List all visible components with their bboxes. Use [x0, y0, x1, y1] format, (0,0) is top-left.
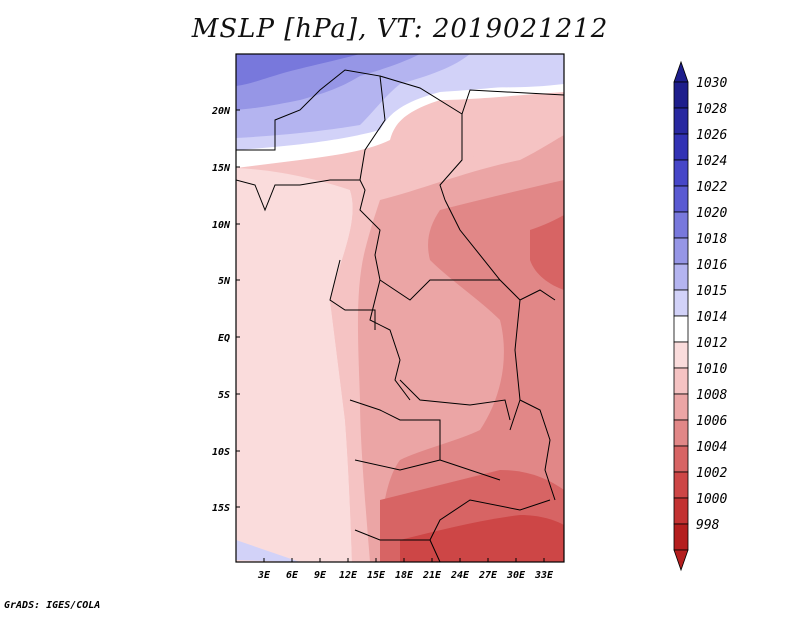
colorbar-swatch	[673, 133, 689, 161]
lon-label: 24E	[450, 570, 470, 581]
lon-label: 30E	[506, 570, 526, 581]
lat-label: 15S	[212, 503, 230, 514]
lon-label: 12E	[339, 570, 358, 581]
colorbar-swatch	[673, 263, 689, 291]
lon-label: 21E	[422, 570, 442, 581]
lat-label: EQ	[218, 333, 230, 344]
lon-label: 18E	[395, 570, 414, 581]
lon-label: 3E	[257, 570, 271, 581]
colorbar-swatch	[673, 107, 689, 135]
lat-axis: 20N 15N 10N 5N EQ 5S 10S 15S	[211, 106, 231, 514]
colorbar-swatch	[673, 315, 689, 343]
lat-label: 5S	[218, 390, 230, 401]
colorbar-top-arrow	[673, 60, 689, 83]
colorbar-swatch	[673, 341, 689, 369]
country-borders	[236, 69, 564, 562]
colorbar-swatch	[673, 471, 689, 499]
grads-credit: GrADS: IGES/COLA	[4, 600, 101, 611]
lon-ticks	[263, 558, 545, 562]
colorbar-label: 1004	[696, 440, 727, 455]
colorbar-swatch	[673, 523, 689, 551]
lon-label: 6E	[286, 570, 299, 581]
colorbar-label: 1006	[696, 414, 727, 429]
colorbar-swatch	[673, 497, 689, 525]
colorbar-label: 1002	[696, 466, 727, 481]
lat-label: 15N	[212, 163, 231, 174]
lon-label: 15E	[367, 570, 386, 581]
lat-label: 20N	[211, 106, 231, 117]
pressure-field	[236, 54, 564, 562]
colorbar-label: 1030	[696, 76, 727, 91]
lat-ticks	[236, 109, 240, 508]
lat-label: 10N	[212, 220, 231, 231]
lon-label: 9E	[314, 570, 327, 581]
colorbar-swatch	[673, 185, 689, 213]
colorbar-swatch	[673, 393, 689, 421]
colorbar-label: 1016	[696, 258, 727, 273]
colorbar-swatch	[673, 445, 689, 473]
colorbar-label: 1015	[696, 284, 727, 299]
lat-label: 5N	[218, 276, 231, 287]
colorbar-label: 1008	[696, 388, 727, 403]
colorbar-swatch	[673, 289, 689, 317]
colorbar-label: 1022	[696, 180, 727, 195]
lon-label: 33E	[534, 570, 554, 581]
map-title: MSLP [hPa], VT: 2019021212	[191, 14, 609, 44]
colorbar-swatch	[673, 159, 689, 187]
colorbar-label: 1024	[696, 154, 727, 169]
lon-axis: 3E 6E 9E 12E 15E 18E 21E 24E 27E 30E 33E	[257, 570, 554, 581]
colorbar-label: 1020	[696, 206, 727, 221]
map-frame	[235, 53, 565, 563]
colorbar-swatch	[673, 367, 689, 395]
colorbar-label: 1026	[696, 128, 727, 143]
colorbar-swatch	[673, 81, 689, 109]
colorbar-label: 1010	[696, 362, 727, 377]
colorbar-label: 1000	[696, 492, 727, 507]
colorbar-swatch	[673, 211, 689, 239]
colorbar-label: 1014	[696, 310, 727, 325]
colorbar-swatch	[673, 419, 689, 447]
colorbar-label: 998	[696, 518, 720, 533]
lon-label: 27E	[478, 570, 498, 581]
colorbar-label: 1018	[696, 232, 727, 247]
lat-label: 10S	[212, 447, 230, 458]
colorbar-label: 1028	[696, 102, 727, 117]
colorbar: 1030 1028 1026 1024 1022 1020 1018 1016 1015 1014…	[673, 60, 727, 572]
colorbar-swatch	[673, 237, 689, 265]
colorbar-bottom-arrow	[673, 549, 689, 572]
colorbar-label: 1012	[696, 336, 727, 351]
